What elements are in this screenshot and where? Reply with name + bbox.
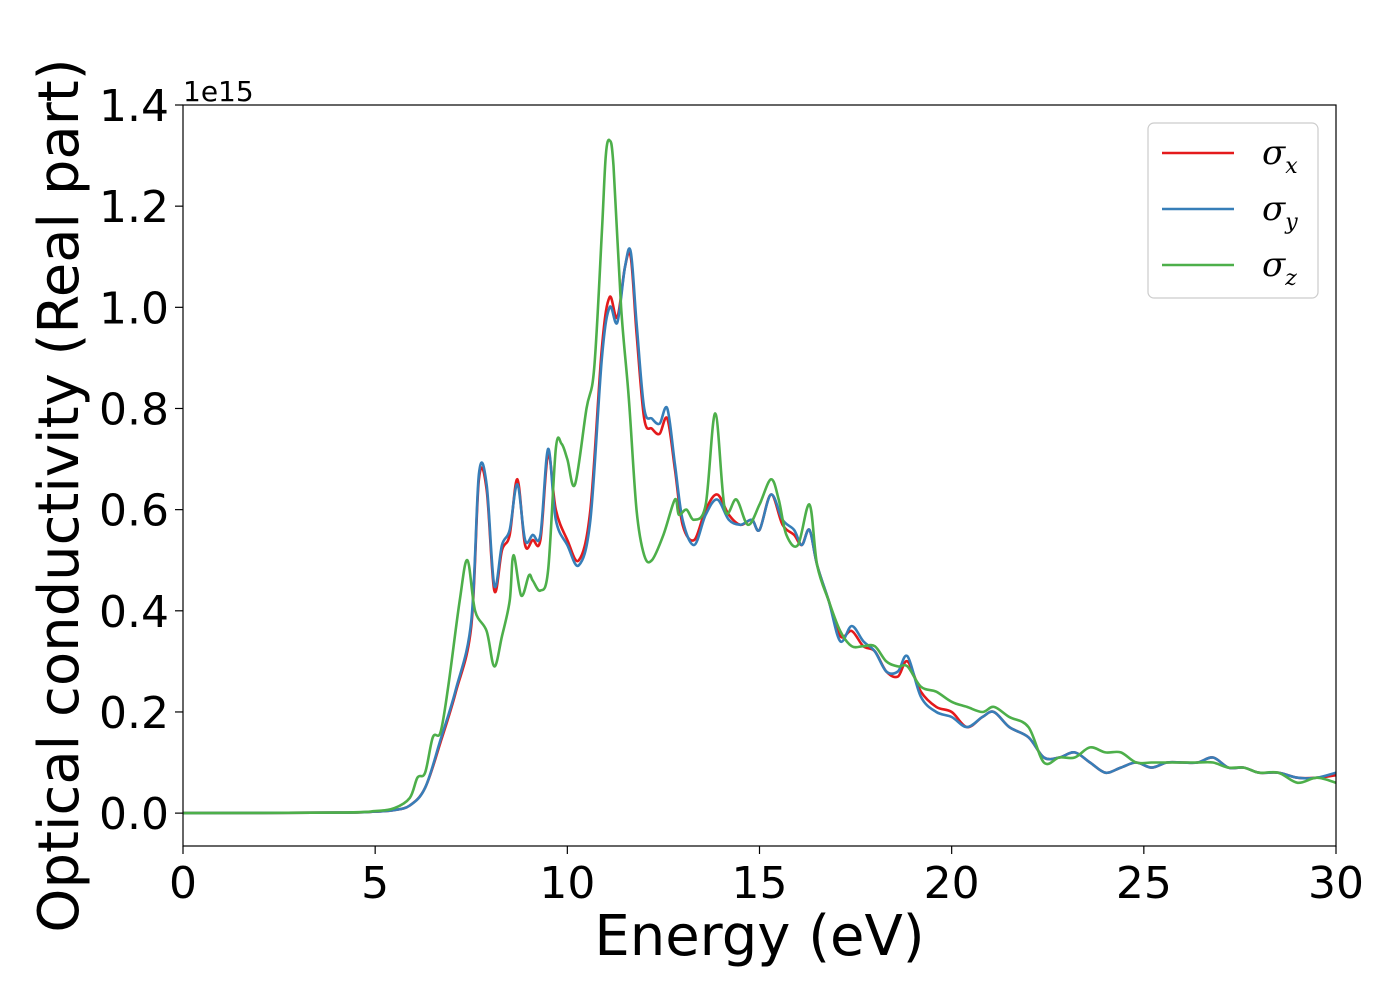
series-line-y [183,247,1336,815]
x-tick-label: 20 [924,858,980,909]
y-axis-ticks: 0.0 0.2 0.4 0.6 0.8 1.0 1.2 1.4 [99,81,183,840]
y-tick-label: 0.2 [99,688,169,739]
y-tick-label: 0.4 [99,587,169,638]
y-tick-label: 1.0 [99,283,169,334]
y-tick-label: 0.8 [99,384,169,435]
y-tick-label: 1.4 [99,81,169,132]
series-line-z [183,138,1336,815]
x-tick-label: 5 [361,858,389,909]
y-tick-label: 0.0 [99,789,169,840]
y-tick-label: 1.2 [99,182,169,233]
y-axis-offset-label: 1e15 [183,75,254,108]
series-line-x [183,250,1336,815]
legend-label-y: σy [1262,189,1298,235]
legend-box [1147,122,1319,299]
x-tick-label: 25 [1116,858,1172,909]
x-tick-label: 15 [732,858,788,909]
legend-label-x: σx [1262,133,1298,179]
legend-label-z: σz [1262,245,1297,291]
y-tick-label: 0.6 [99,486,169,537]
x-tick-label: 10 [539,858,595,909]
y-axis-label: Optical conductivity (Real part) [27,58,92,932]
x-axis-label: Energy (eV) [594,904,924,969]
x-tick-label: 30 [1308,858,1364,909]
x-axis-ticks: 0 5 10 15 20 25 30 [169,846,1364,909]
series-layer [183,138,1336,815]
legend: σx σy σz [1147,122,1319,299]
x-tick-label: 0 [169,858,197,909]
